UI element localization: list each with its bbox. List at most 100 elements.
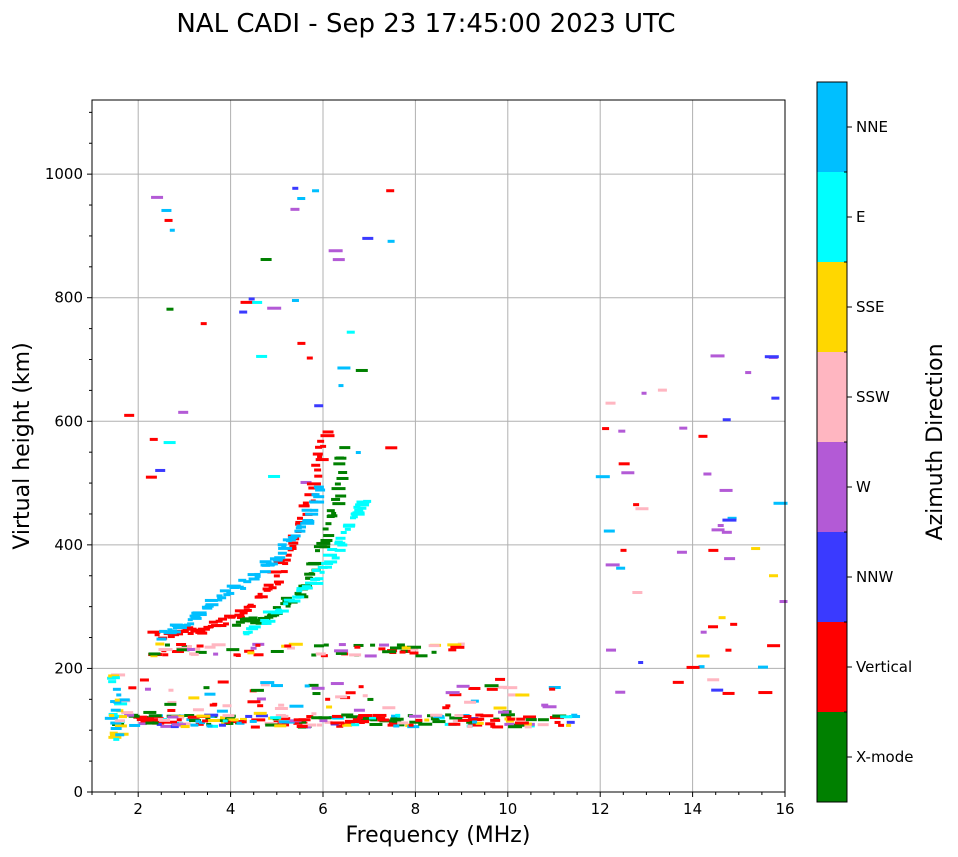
echo-point (334, 649, 349, 653)
echo-point (109, 731, 118, 735)
echo-point (124, 413, 135, 417)
echo-point (505, 719, 514, 723)
echo-point (605, 563, 620, 567)
echo-point (319, 570, 325, 574)
echo-point (195, 719, 201, 723)
echo-point (219, 589, 231, 593)
echo-point (313, 495, 325, 499)
echo-point (215, 624, 227, 628)
echo-point (263, 583, 274, 587)
echo-point (240, 586, 247, 590)
echo-point (241, 720, 247, 724)
echo-point (621, 471, 635, 475)
echo-point (253, 711, 267, 715)
echo-point (204, 598, 218, 602)
echo-point (323, 643, 329, 647)
echo-point (264, 722, 278, 726)
echo-point (354, 508, 364, 512)
echo-point (322, 430, 334, 434)
echo-point (274, 556, 286, 560)
echo-point (523, 715, 537, 719)
echo-point (346, 330, 355, 334)
echo-point (290, 534, 301, 538)
echo-point (311, 653, 317, 657)
echo-point (170, 725, 179, 729)
echo-point (331, 497, 341, 501)
colorbar-tick-label: W (856, 478, 871, 496)
echo-point (172, 633, 179, 637)
echo-point (243, 580, 252, 584)
echo-point (294, 591, 302, 595)
echo-point (311, 493, 320, 497)
echo-point (110, 708, 121, 712)
echo-point (722, 691, 735, 695)
echo-point (257, 616, 270, 620)
echo-point (771, 396, 780, 400)
echo-point (428, 644, 440, 648)
echo-point (426, 714, 433, 718)
echo-point (244, 649, 255, 653)
echo-point (566, 723, 572, 727)
echo-point (204, 604, 214, 608)
echo-point (268, 586, 277, 590)
echo-point (324, 560, 338, 564)
echo-point (336, 476, 349, 480)
echo-point (295, 522, 302, 526)
echo-point (317, 723, 323, 727)
x-tick-label: 4 (226, 800, 236, 818)
echo-point (638, 661, 644, 665)
echo-point (217, 598, 223, 602)
echo-point (276, 717, 291, 721)
echo-point (114, 724, 127, 728)
echo-point (203, 686, 210, 690)
echo-point (235, 620, 245, 624)
echo-point (255, 714, 268, 718)
echo-point (635, 507, 649, 511)
echo-point (156, 722, 162, 726)
echo-point (392, 719, 402, 723)
echo-point (226, 648, 240, 652)
colorbar-tick-label: Vertical (856, 658, 912, 676)
echo-point (114, 702, 128, 706)
echo-point (595, 475, 610, 479)
echo-point (758, 691, 773, 695)
echo-point (138, 722, 147, 726)
echo-point (114, 719, 125, 723)
echo-point (236, 616, 245, 620)
echo-point (339, 446, 351, 450)
echo-point (254, 574, 261, 578)
echo-point (330, 682, 344, 686)
echo-point (718, 616, 726, 620)
echo-point (291, 298, 299, 302)
echo-point (239, 611, 248, 615)
echo-point (447, 643, 462, 647)
echo-point (490, 718, 501, 722)
echo-point (204, 692, 216, 696)
echo-point (247, 619, 260, 623)
echo-point (265, 562, 278, 566)
echo-point (342, 723, 353, 727)
echo-point (378, 647, 386, 651)
echo-point (327, 514, 338, 518)
echo-point (389, 646, 402, 650)
echo-point (268, 474, 281, 478)
echo-point (124, 713, 135, 717)
echo-point (708, 548, 719, 552)
x-axis-ticks: 2 4 6 8 10 12 14 16 (91, 792, 795, 818)
echo-point (110, 733, 119, 737)
echo-point (248, 616, 258, 620)
echo-point (192, 611, 207, 615)
echo-point (382, 706, 396, 710)
echo-point (299, 720, 307, 724)
echo-point (193, 647, 201, 651)
echo-point (205, 717, 211, 721)
echo-point (369, 722, 383, 726)
echo-point (148, 714, 162, 718)
echo-point (262, 587, 273, 591)
echo-point (169, 629, 178, 633)
echo-point (270, 716, 282, 720)
echo-point (393, 724, 400, 728)
echo-point (353, 643, 364, 647)
echo-point (280, 558, 291, 562)
echo-point (764, 355, 779, 359)
